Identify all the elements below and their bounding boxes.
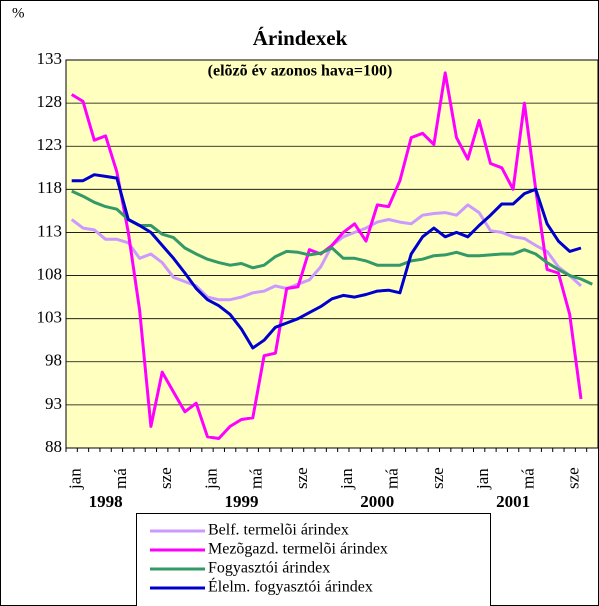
series-line: [70, 203, 583, 302]
y-tick-label: 128: [37, 92, 63, 111]
x-tick-label: jan: [66, 468, 85, 490]
x-group-label: 1998: [89, 492, 123, 511]
chart-subtitle: (elõzõ év azonos hava=100): [208, 63, 393, 80]
y-tick-label: 98: [45, 351, 62, 370]
x-tick-label: sze: [156, 467, 175, 489]
y-tick-label: 113: [37, 221, 62, 240]
legend-label: Belf. termelõi árindex: [208, 522, 349, 539]
x-tick-label: má: [111, 468, 130, 489]
y-tick-label: 118: [37, 178, 62, 197]
y-tick-label: 103: [37, 308, 63, 327]
x-tick-label: sze: [292, 467, 311, 489]
x-tick-label: má: [518, 468, 537, 489]
y-unit: %: [12, 5, 25, 21]
y-tick-label: 108: [37, 264, 63, 283]
y-tick-label: 88: [45, 437, 62, 456]
x-group-label: 1999: [224, 492, 258, 511]
y-tick-label: 93: [45, 394, 62, 413]
plot-area: [65, 59, 599, 449]
legend-label: Mezõgazd. termelõi árindex: [208, 541, 388, 558]
y-tick-label: 123: [37, 135, 63, 154]
y-tick-label: 133: [37, 49, 63, 68]
x-tick-label: jan: [473, 468, 492, 490]
x-tick-label: jan: [337, 468, 356, 490]
x-tick-label: sze: [564, 467, 583, 489]
x-tick-label: jan: [201, 468, 220, 490]
x-group-label: 2001: [496, 492, 530, 511]
x-tick-label: má: [383, 468, 402, 489]
legend-label: Élelm. fogyasztói árindex: [208, 577, 373, 596]
legend-box: [136, 513, 491, 606]
series-line: [71, 189, 593, 286]
x-group-label: 2000: [360, 492, 394, 511]
series-line: [71, 173, 582, 350]
legend-label: Fogyasztói árindex: [208, 560, 330, 577]
chart-title: Árindexek: [253, 26, 348, 50]
x-tick-label: má: [247, 468, 266, 489]
x-tick-label: sze: [428, 467, 447, 489]
